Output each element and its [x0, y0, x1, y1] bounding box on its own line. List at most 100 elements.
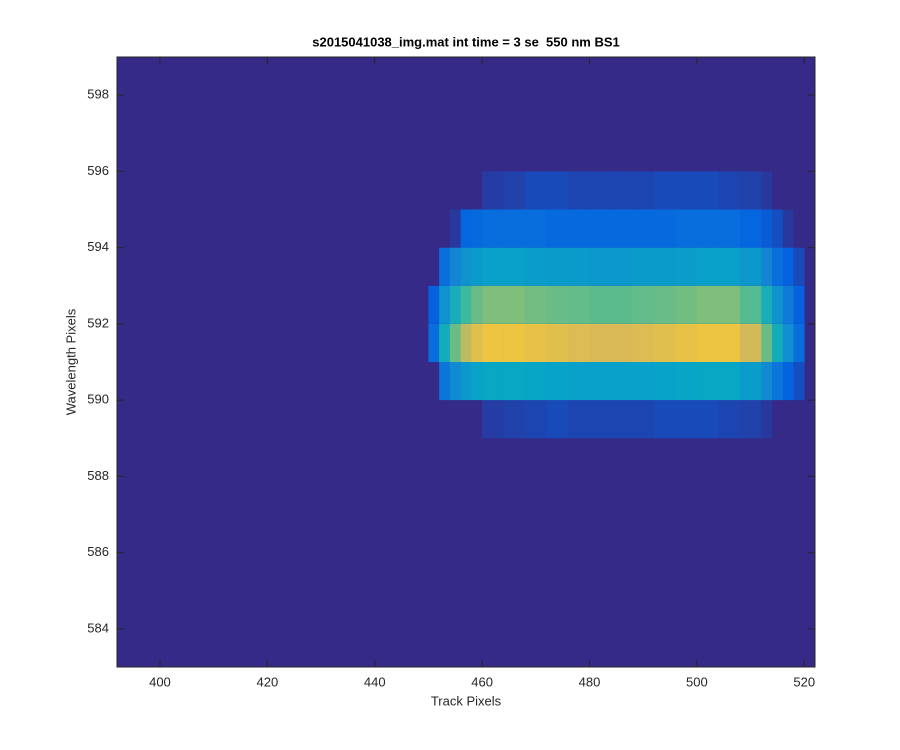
x-tick-label: 460: [471, 674, 493, 689]
y-tick-label: 592: [87, 315, 109, 330]
heatmap-cell: [653, 362, 676, 401]
heatmap-cell: [675, 247, 698, 286]
y-tick-label: 598: [87, 87, 109, 102]
heatmap-cell: [471, 285, 483, 324]
heatmap-cell: [782, 400, 794, 439]
heatmap-cell: [428, 362, 440, 401]
heatmap-cell: [568, 362, 590, 401]
y-tick-label: 588: [87, 468, 109, 483]
heatmap-cell: [610, 285, 633, 324]
heatmap-cell: [772, 285, 784, 324]
heatmap-cell: [460, 209, 472, 248]
heatmap-cell: [793, 171, 805, 210]
heatmap-cell: [525, 323, 547, 362]
heatmap-cell: [503, 285, 526, 324]
heatmap-cell: [782, 323, 794, 362]
heatmap-cell: [460, 400, 472, 439]
heatmap-cell: [696, 247, 719, 286]
heatmap-cell: [653, 247, 676, 286]
heatmap-cell: [568, 323, 590, 362]
y-tick-label: 590: [87, 392, 109, 407]
heatmap-cell: [449, 285, 461, 324]
heatmap-cell: [428, 323, 440, 362]
heatmap-cell: [675, 400, 698, 439]
heatmap-cell: [793, 362, 805, 401]
heatmap-cell: [471, 171, 483, 210]
heatmap-cell: [632, 209, 655, 248]
heatmap-cell: [503, 171, 526, 210]
heatmap-cell: [589, 247, 612, 286]
heatmap-cell: [482, 323, 504, 362]
y-tick-label: 586: [87, 544, 109, 559]
heatmap-cell: [503, 247, 526, 286]
heatmap-cell: [793, 400, 805, 439]
heatmap-cell: [772, 323, 784, 362]
heatmap-cell: [428, 247, 440, 286]
heatmap-cell: [761, 400, 773, 439]
heatmap-cell: [546, 209, 569, 248]
heatmap-cell: [525, 400, 547, 439]
heatmap-cell: [439, 362, 451, 401]
heatmap-cell: [589, 362, 612, 401]
heatmap-cell: [568, 400, 590, 439]
heatmap-cell: [653, 323, 676, 362]
heatmap-cell: [471, 209, 483, 248]
heatmap-cell: [439, 400, 451, 439]
heatmap-cell: [761, 362, 773, 401]
heatmap-cell: [449, 171, 461, 210]
heatmap-cell: [546, 400, 569, 439]
heatmap-cell: [696, 323, 719, 362]
x-tick-label: 400: [149, 674, 171, 689]
heatmap-cell: [439, 247, 451, 286]
heatmap-cell: [632, 247, 655, 286]
y-tick-label: 594: [87, 239, 109, 254]
heatmap-cell: [696, 171, 719, 210]
heatmap-cell: [471, 247, 483, 286]
heatmap-cell: [761, 285, 773, 324]
heatmap-cell: [471, 323, 483, 362]
heatmap-cell: [525, 171, 547, 210]
heatmap-cell: [632, 323, 655, 362]
heatmap-cell: [653, 400, 676, 439]
heatmap-cell: [739, 209, 762, 248]
heatmap-cell: [718, 400, 741, 439]
heatmap-cell: [439, 209, 451, 248]
heatmap-cell: [761, 209, 773, 248]
heatmap-cell: [482, 171, 504, 210]
heatmap-cell: [718, 171, 741, 210]
heatmap-cell: [460, 362, 472, 401]
heatmap-cell: [761, 247, 773, 286]
heatmap-cell: [568, 209, 590, 248]
heatmap-cell: [653, 171, 676, 210]
heatmap-cell: [428, 171, 440, 210]
x-axis-label: Track Pixels: [431, 693, 502, 708]
heatmap-cell: [460, 171, 472, 210]
heatmap-cell: [503, 400, 526, 439]
heatmap-cell: [632, 171, 655, 210]
heatmap-cell: [525, 247, 547, 286]
heatmap-cell: [793, 247, 805, 286]
heatmap-cell: [589, 209, 612, 248]
heatmap-cell: [449, 400, 461, 439]
heatmap-cell: [782, 247, 794, 286]
heatmap-cell: [772, 209, 784, 248]
heatmap-cell: [439, 285, 451, 324]
heatmap-cell: [546, 171, 569, 210]
heatmap-cell: [449, 362, 461, 401]
heatmap-cell: [653, 285, 676, 324]
heatmap-cell: [675, 209, 698, 248]
heatmap-cell: [772, 171, 784, 210]
heatmap-cell: [632, 362, 655, 401]
heatmap-cell: [471, 400, 483, 439]
x-tick-label: 480: [579, 674, 601, 689]
heatmap-cell: [460, 323, 472, 362]
heatmap-cell: [782, 362, 794, 401]
heatmap-cell: [439, 171, 451, 210]
y-tick-label: 584: [87, 620, 109, 635]
heatmap-cell: [449, 247, 461, 286]
heatmap-cell: [610, 323, 633, 362]
heatmap-cell: [546, 285, 569, 324]
heatmap-cell: [610, 171, 633, 210]
heatmap-cell: [653, 209, 676, 248]
